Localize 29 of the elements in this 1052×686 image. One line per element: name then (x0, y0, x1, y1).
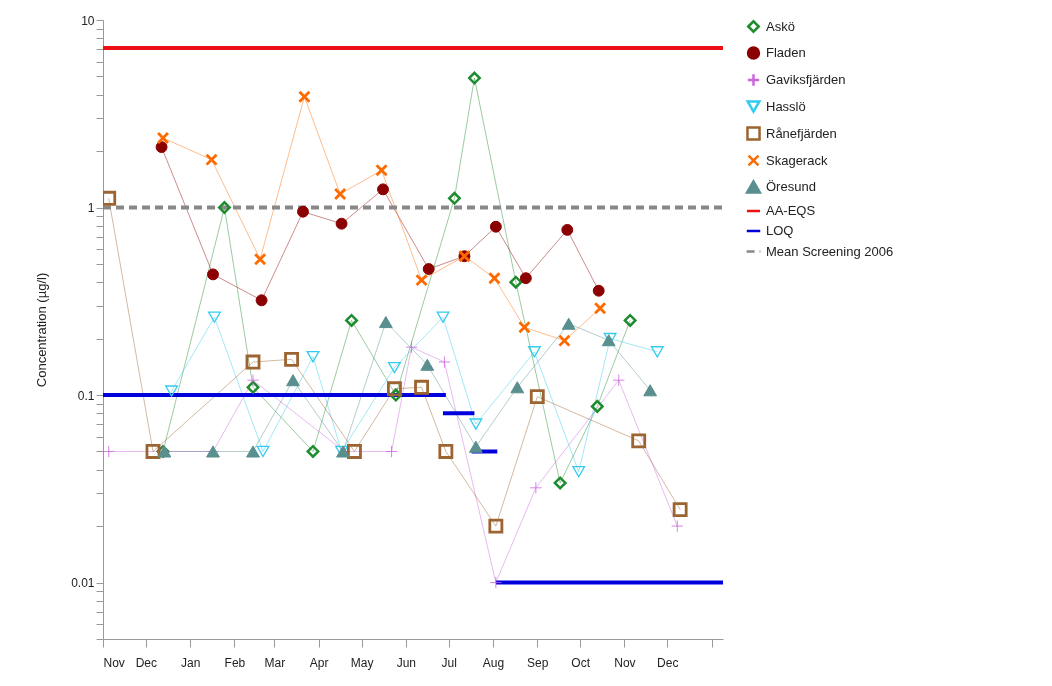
legend-label: Hasslö (766, 98, 806, 114)
legend-label: Askö (766, 18, 795, 34)
legend-label: Mean Screening 2006 (766, 243, 894, 259)
x-tick-label: Jul (441, 655, 457, 670)
x-tick-label: Nov (103, 655, 125, 670)
legend-label: Fladen (766, 45, 806, 60)
x-tick-label: Jun (396, 655, 417, 670)
legend-label: Gaviksfjärden (766, 72, 846, 87)
legend-label: Skagerack (766, 152, 828, 168)
x-tick-label: Nov (614, 655, 636, 670)
y-tick-label: 1 (87, 201, 95, 216)
x-tick-label: May (350, 655, 374, 670)
x-tick-label: Sep (527, 655, 549, 670)
x-tick-label: Feb (224, 655, 246, 670)
legend-label: AA-EQS (766, 203, 816, 218)
y-tick-label: 0.1 (77, 388, 95, 403)
x-tick-label: Dec (657, 655, 679, 670)
x-tick-label: Aug (482, 655, 505, 670)
x-tick-label: Apr (309, 655, 329, 670)
y-tick-label: 10 (81, 13, 95, 28)
y-axis-title: Concentration (µg/l) (34, 272, 50, 388)
x-tick-label: Mar (264, 655, 286, 670)
legend-label: LOQ (766, 223, 794, 238)
x-tick-label: Oct (571, 655, 591, 670)
legend-label: Rånefjärden (766, 125, 837, 141)
x-tick-label: Dec (135, 655, 158, 670)
x-tick-label: Jan (180, 655, 201, 670)
legend-label: Öresund (766, 179, 816, 194)
y-tick-label: 0.01 (71, 576, 95, 591)
